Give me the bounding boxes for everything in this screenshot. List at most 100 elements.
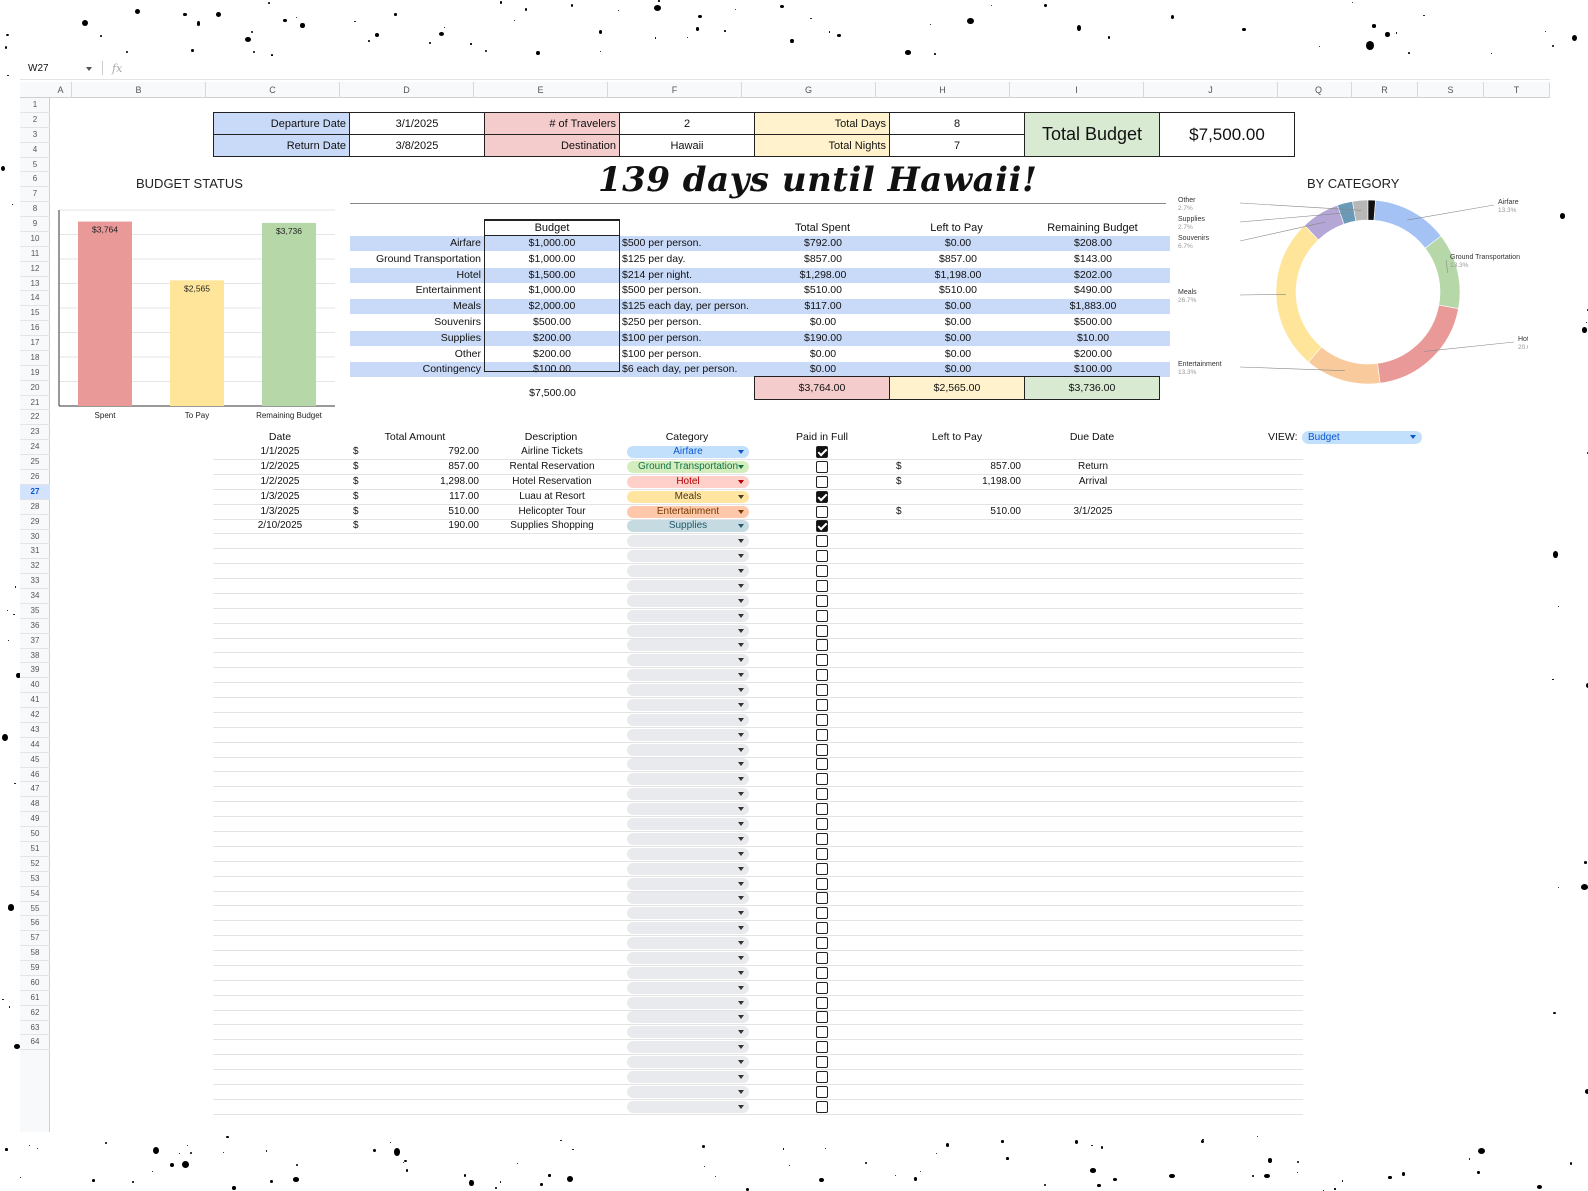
- total-budget-value[interactable]: $7,500.00: [1159, 112, 1295, 157]
- destination-value[interactable]: Hawaii: [619, 134, 755, 157]
- paid-checkbox[interactable]: [816, 1070, 828, 1083]
- column-header-i[interactable]: I: [1010, 82, 1144, 98]
- category-select[interactable]: [627, 535, 749, 548]
- category-select[interactable]: [627, 728, 749, 741]
- paid-checkbox[interactable]: [816, 475, 828, 488]
- category-dropdown-icon[interactable]: [738, 702, 744, 707]
- row-header-4[interactable]: 4: [20, 143, 50, 158]
- category-select[interactable]: [627, 550, 749, 563]
- category-dropdown-icon[interactable]: [738, 509, 744, 514]
- category-dropdown-icon[interactable]: [738, 539, 744, 544]
- paid-checkbox[interactable]: [816, 624, 828, 637]
- row-header-38[interactable]: 38: [20, 649, 50, 664]
- row-header-55[interactable]: 55: [20, 902, 50, 917]
- category-select[interactable]: [627, 743, 749, 756]
- row-header-11[interactable]: 11: [20, 247, 50, 262]
- ledger-currency[interactable]: $: [353, 520, 359, 532]
- category-select[interactable]: [627, 1011, 749, 1024]
- paid-checkbox[interactable]: [816, 609, 828, 622]
- category-dropdown-icon[interactable]: [738, 658, 744, 663]
- paid-checkbox[interactable]: [816, 1056, 828, 1069]
- row-header-42[interactable]: 42: [20, 708, 50, 723]
- category-dropdown-icon[interactable]: [738, 732, 744, 737]
- ledger-due-date[interactable]: Return: [1077, 460, 1108, 472]
- ledger-description[interactable]: Airline Tickets: [521, 446, 583, 457]
- category-dropdown-icon[interactable]: [738, 941, 744, 946]
- row-header-24[interactable]: 24: [20, 440, 50, 456]
- row-header-37[interactable]: 37: [20, 634, 50, 649]
- paid-checkbox[interactable]: [816, 1026, 828, 1039]
- category-dropdown-icon[interactable]: [738, 1045, 744, 1050]
- row-header-20[interactable]: 20: [20, 381, 50, 396]
- paid-checkbox[interactable]: [816, 996, 828, 1009]
- category-select[interactable]: [627, 1085, 749, 1098]
- paid-checkbox[interactable]: [816, 505, 828, 518]
- ledger-date[interactable]: 1/3/2025: [260, 505, 300, 517]
- row-header-36[interactable]: 36: [20, 619, 50, 634]
- category-select[interactable]: Airfare: [627, 446, 749, 458]
- category-dropdown-icon[interactable]: [738, 717, 744, 722]
- category-select[interactable]: Ground Transportation: [627, 460, 749, 473]
- paid-checkbox[interactable]: [816, 832, 828, 845]
- ledger-currency[interactable]: $: [353, 460, 359, 472]
- category-dropdown-icon[interactable]: [738, 479, 744, 484]
- row-header-53[interactable]: 53: [20, 872, 50, 887]
- category-select[interactable]: [627, 951, 749, 964]
- ledger-due-date[interactable]: Arrival: [1078, 475, 1108, 487]
- row-header-9[interactable]: 9: [20, 217, 50, 232]
- ledger-amount[interactable]: 117.00: [449, 490, 479, 502]
- paid-checkbox[interactable]: [816, 713, 828, 726]
- category-dropdown-icon[interactable]: [738, 1000, 744, 1005]
- paid-checkbox[interactable]: [816, 847, 828, 860]
- column-header-j[interactable]: J: [1144, 82, 1278, 98]
- ledger-amount[interactable]: 857.00: [448, 460, 479, 472]
- ledger-date[interactable]: 2/10/2025: [257, 520, 303, 532]
- ledger-description[interactable]: Rental Reservation: [509, 460, 595, 472]
- name-box-caret-icon[interactable]: [86, 67, 92, 71]
- paid-checkbox[interactable]: [816, 803, 828, 816]
- category-select[interactable]: [627, 937, 749, 950]
- row-header-34[interactable]: 34: [20, 589, 50, 604]
- category-select[interactable]: [627, 565, 749, 578]
- category-select[interactable]: [627, 594, 749, 607]
- row-header-60[interactable]: 60: [20, 976, 50, 991]
- row-header-23[interactable]: 23: [20, 425, 50, 441]
- category-select[interactable]: [627, 609, 749, 622]
- paid-checkbox[interactable]: [816, 1100, 828, 1113]
- paid-checkbox[interactable]: [816, 579, 828, 592]
- ledger-left-currency[interactable]: $: [896, 460, 902, 472]
- category-select[interactable]: [627, 1026, 749, 1039]
- row-header-5[interactable]: 5: [20, 158, 50, 173]
- category-select[interactable]: [627, 877, 749, 890]
- paid-checkbox[interactable]: [816, 460, 828, 473]
- category-select[interactable]: [627, 758, 749, 771]
- category-select[interactable]: Hotel: [627, 475, 749, 488]
- category-dropdown-icon[interactable]: [738, 911, 744, 916]
- ledger-amount[interactable]: 1,298.00: [440, 475, 479, 487]
- total-nights-value[interactable]: 7: [889, 134, 1025, 157]
- category-select[interactable]: [627, 654, 749, 667]
- row-header-31[interactable]: 31: [20, 544, 50, 560]
- category-dropdown-icon[interactable]: [738, 569, 744, 574]
- paid-checkbox[interactable]: [816, 669, 828, 682]
- category-select[interactable]: [627, 862, 749, 875]
- paid-checkbox[interactable]: [816, 594, 828, 607]
- column-header-a[interactable]: A: [50, 82, 72, 98]
- column-header-s[interactable]: S: [1418, 82, 1484, 98]
- category-select[interactable]: [627, 624, 749, 637]
- row-header-1[interactable]: 1: [20, 98, 50, 113]
- ledger-currency[interactable]: $: [353, 446, 359, 457]
- column-header-e[interactable]: E: [474, 82, 608, 98]
- category-dropdown-icon[interactable]: [738, 792, 744, 797]
- category-dropdown-icon[interactable]: [738, 583, 744, 588]
- category-select[interactable]: [627, 639, 749, 652]
- row-header-56[interactable]: 56: [20, 916, 50, 932]
- row-header-39[interactable]: 39: [20, 663, 50, 679]
- category-select[interactable]: [627, 713, 749, 726]
- row-header-30[interactable]: 30: [20, 530, 50, 545]
- row-header-44[interactable]: 44: [20, 738, 50, 753]
- column-header-h[interactable]: H: [876, 82, 1010, 98]
- category-select[interactable]: Supplies: [627, 520, 749, 533]
- ledger-currency[interactable]: $: [353, 475, 359, 487]
- column-header-c[interactable]: C: [206, 82, 340, 98]
